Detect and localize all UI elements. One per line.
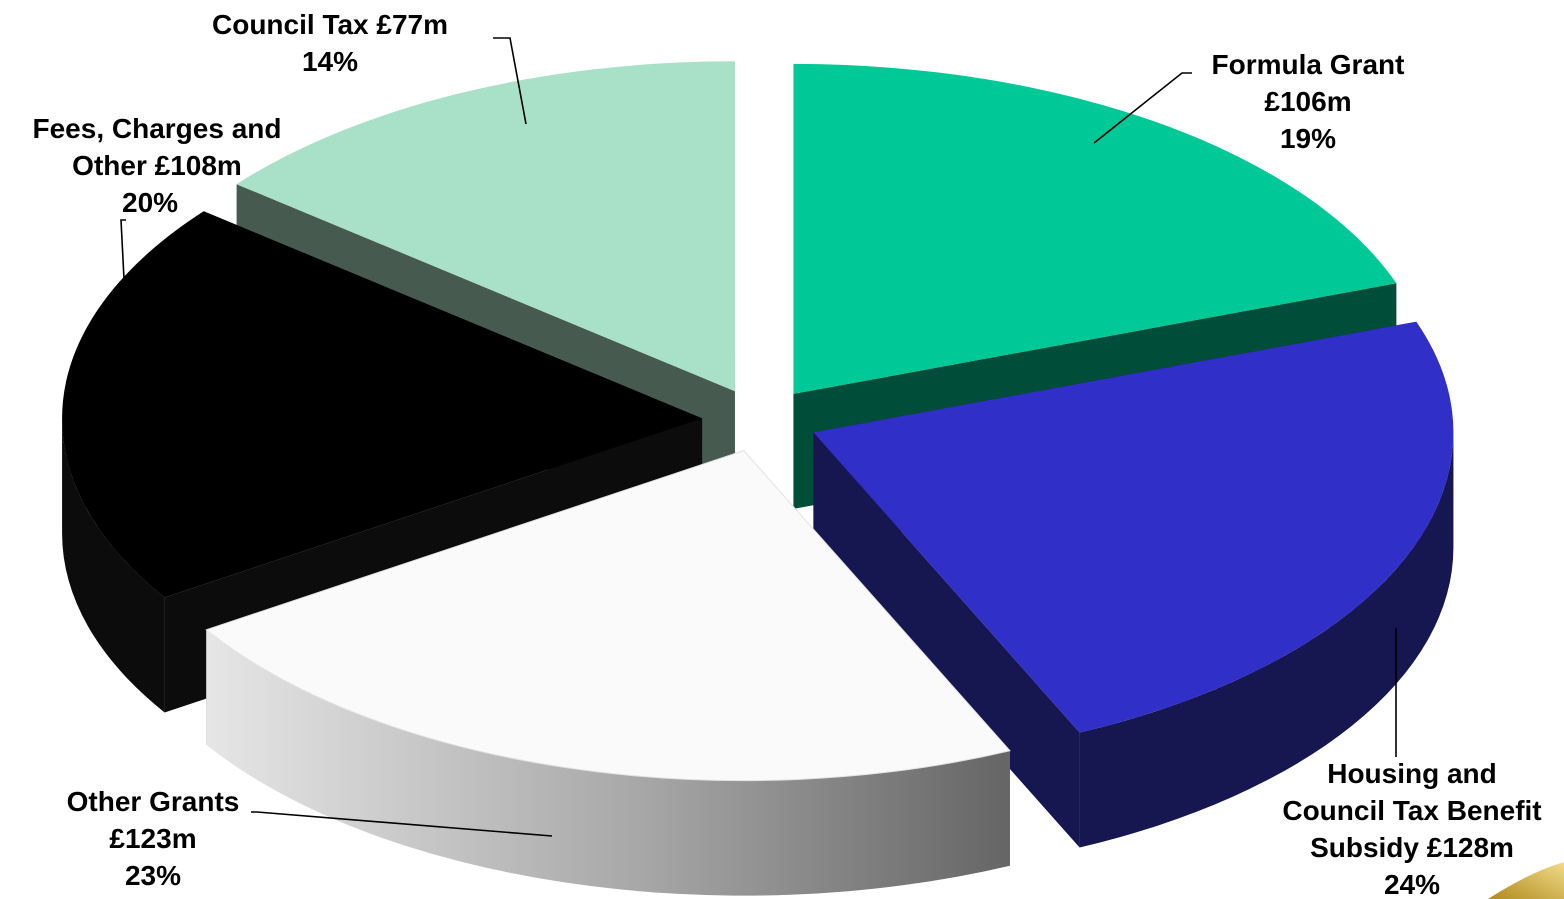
slice-other-grants — [205, 450, 1011, 896]
slice-other-grants-top — [205, 450, 1011, 782]
label-other-grants-line3: 23% — [124, 860, 182, 891]
label-formula-grant-line3: 19% — [1279, 123, 1337, 154]
slice-fees-side — [62, 418, 165, 713]
label-other-grants-line2: £123m — [109, 823, 197, 854]
leader-line-formula-grant — [1093, 72, 1192, 144]
slice-fees-top — [62, 211, 703, 598]
label-housing-line2: Council Tax Benefit — [1282, 795, 1542, 826]
label-housing-line4: 24% — [1383, 869, 1441, 899]
label-fees-line3: 20% — [122, 187, 179, 218]
label-fees: Fees, Charges and Other £108m 20% — [12, 110, 302, 221]
leader-line-other-grants — [251, 811, 553, 837]
label-council-tax: Council Tax £77m 14% — [212, 6, 448, 80]
label-housing-line1: Housing and — [1327, 758, 1497, 789]
slice-housing-wall-end — [813, 432, 1080, 848]
slice-housing-top — [813, 321, 1454, 733]
pie-slices — [62, 61, 1454, 896]
corner-decoration — [1488, 862, 1564, 899]
label-formula-grant-line1: Formula Grant — [1211, 49, 1405, 80]
slice-housing — [813, 321, 1454, 848]
label-fees-line2: Other £108m — [72, 150, 242, 181]
leader-line-council-tax — [493, 37, 527, 125]
leader-lines — [120, 37, 1397, 837]
label-fees-line1: Fees, Charges and — [32, 113, 282, 144]
leader-line-fees — [120, 219, 128, 339]
slice-formula-grant-top — [793, 63, 1397, 394]
slice-housing-side — [1079, 432, 1454, 848]
label-other-grants: Other Grants £123m 23% — [50, 783, 256, 894]
label-formula-grant: Formula Grant £106m 19% — [1192, 46, 1424, 157]
label-council-tax-line2: 14% — [301, 46, 359, 77]
label-council-tax-line1: Council Tax £77m — [212, 9, 449, 40]
label-other-grants-line1: Other Grants — [66, 786, 240, 817]
label-housing-line3: Subsidy £128m — [1310, 832, 1514, 863]
label-formula-grant-line2: £106m — [1264, 86, 1352, 117]
label-housing: Housing and Council Tax Benefit Subsidy … — [1262, 755, 1562, 899]
slice-other-grants-side — [206, 629, 1010, 896]
slice-council-tax-top — [236, 61, 735, 392]
